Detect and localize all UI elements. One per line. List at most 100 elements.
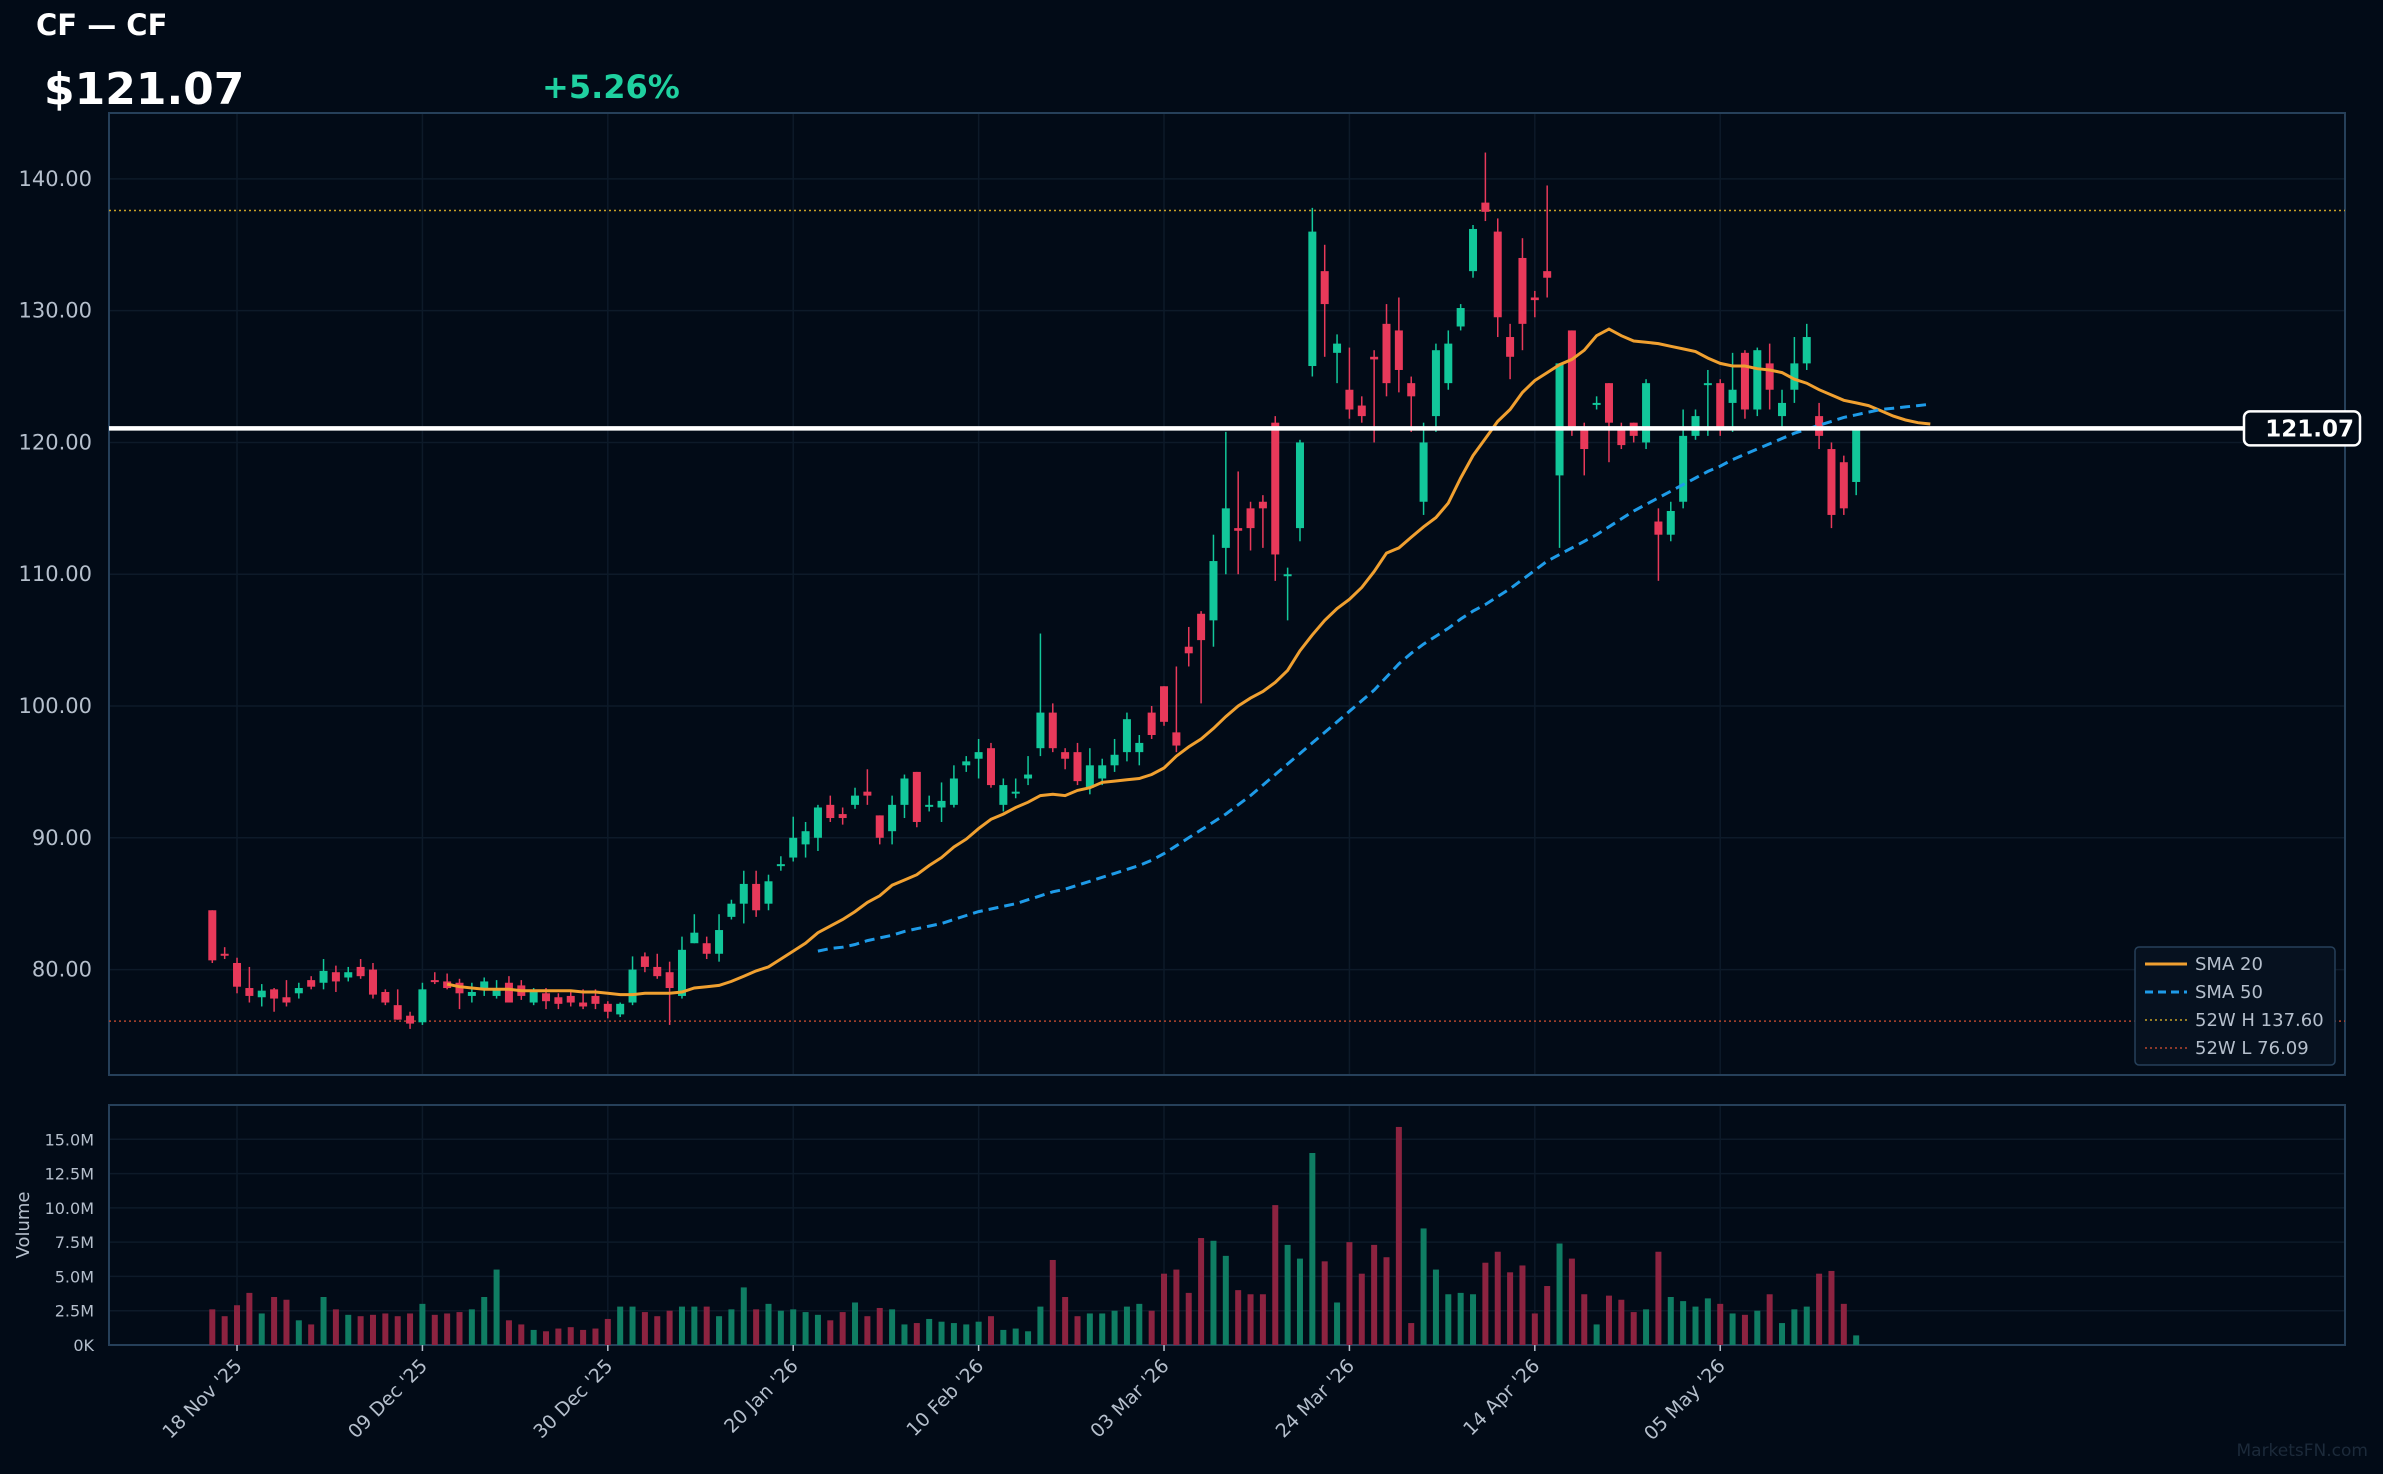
candle-body (1036, 712, 1045, 749)
candle-body (566, 995, 575, 1003)
volume-bar (1222, 1255, 1229, 1345)
volume-bar (1247, 1294, 1254, 1345)
candle-body (1172, 732, 1181, 746)
volume-bar (617, 1306, 624, 1345)
volume-bar (975, 1321, 982, 1345)
volume-bar (1605, 1295, 1612, 1345)
volume-bar (320, 1297, 327, 1345)
legend: SMA 20 SMA 50 52W H 137.60 52W L 76.09 (2134, 946, 2336, 1066)
volume-bar (1123, 1306, 1130, 1345)
volume-bar (1630, 1312, 1637, 1345)
candle-body (591, 995, 600, 1004)
volume-bar (1371, 1244, 1378, 1345)
candle-body (1481, 202, 1490, 212)
volume-bar (1457, 1292, 1464, 1345)
price-tick-label: 120.00 (19, 430, 92, 454)
candle-body (1085, 765, 1094, 788)
volume-bar (1680, 1301, 1687, 1345)
candle-body (1469, 228, 1478, 272)
candle-body (1518, 257, 1527, 324)
date-tick-label: 03 Mar '26 (1086, 1355, 1173, 1442)
candle-body (1197, 613, 1206, 641)
candle-body (1654, 521, 1663, 535)
volume-bar (691, 1306, 698, 1345)
candle-body (1703, 383, 1712, 386)
volume-bar (1704, 1298, 1711, 1345)
volume-bar (530, 1329, 537, 1345)
volume-bar (814, 1314, 821, 1345)
candle-body (1679, 435, 1688, 502)
volume-bar (468, 1309, 475, 1345)
candle-body (1444, 343, 1453, 384)
candle-body (1790, 363, 1799, 390)
candle-body (888, 804, 897, 832)
last-price-line-group: 121.07 (109, 410, 2362, 447)
volume-bar (1161, 1273, 1168, 1345)
candle-body (245, 988, 254, 996)
candle-body (616, 1003, 625, 1015)
candle-body (1258, 501, 1267, 509)
volume-bar (1358, 1273, 1365, 1345)
volume-bar (876, 1307, 883, 1345)
volume-bar (234, 1305, 241, 1345)
volume-bar (938, 1321, 945, 1345)
sma50-line (817, 402, 1931, 953)
volume-tick-label: 10.0M (45, 1199, 94, 1218)
candle-body (1024, 774, 1033, 779)
candle-body (925, 804, 934, 807)
candle-body (307, 980, 316, 987)
moving-averages (446, 327, 1931, 997)
volume-tick-label: 5.0M (55, 1267, 94, 1286)
price-axis: 80.00 90.00 100.00 110.00 120.00 130.00 140.00 (19, 167, 92, 982)
candle-body (628, 969, 637, 1003)
volume-bar (357, 1316, 364, 1345)
volume-bar (839, 1312, 846, 1345)
volume-bar (505, 1320, 512, 1345)
volume-bar (1741, 1314, 1748, 1345)
volume-tick-label: 12.5M (45, 1165, 94, 1184)
candle-body (1333, 343, 1342, 353)
candle-body (542, 993, 551, 1002)
volume-bar (1383, 1257, 1390, 1345)
volume-bar (1618, 1299, 1625, 1345)
candle-body (1184, 646, 1193, 654)
volume-bar (1012, 1328, 1019, 1345)
candle-body (986, 748, 995, 786)
candle-body (270, 989, 279, 999)
volume-bar (604, 1318, 611, 1345)
candle-body (233, 962, 242, 987)
volume-bar (271, 1297, 278, 1345)
volume-bar (1828, 1270, 1835, 1345)
candle-body (1283, 574, 1292, 577)
volume-bar (1643, 1309, 1650, 1345)
reference-lines (109, 209, 2345, 1022)
volume-bar (790, 1309, 797, 1345)
candle-body (1506, 337, 1515, 357)
volume-bar (1840, 1303, 1847, 1345)
volume-bar (753, 1309, 760, 1345)
volume-bar (777, 1310, 784, 1345)
candle-body (1617, 429, 1626, 446)
candle-body (1580, 429, 1589, 450)
candle-body (529, 991, 538, 1003)
candle-body (554, 997, 563, 1004)
candle-body (1604, 383, 1613, 423)
date-tick-label: 18 Nov '25 (158, 1355, 246, 1443)
volume-bar (1507, 1272, 1514, 1345)
candle-body (1061, 752, 1070, 759)
volume-bar (629, 1306, 636, 1345)
legend-label: SMA 50 (2195, 982, 2263, 1003)
volume-bar (889, 1309, 896, 1345)
price-panel-frame (108, 112, 2346, 1076)
candle-body (690, 932, 699, 944)
candle-body (1716, 383, 1725, 430)
candle-body (1740, 352, 1749, 410)
candle-body (393, 1005, 402, 1020)
volume-bar (407, 1313, 414, 1345)
volume-bar (567, 1327, 574, 1345)
candle-body (640, 956, 649, 967)
volume-bar (1099, 1313, 1106, 1345)
volume-bar (580, 1329, 587, 1345)
volume-bar (1086, 1313, 1093, 1345)
volume-bar (1816, 1273, 1823, 1345)
